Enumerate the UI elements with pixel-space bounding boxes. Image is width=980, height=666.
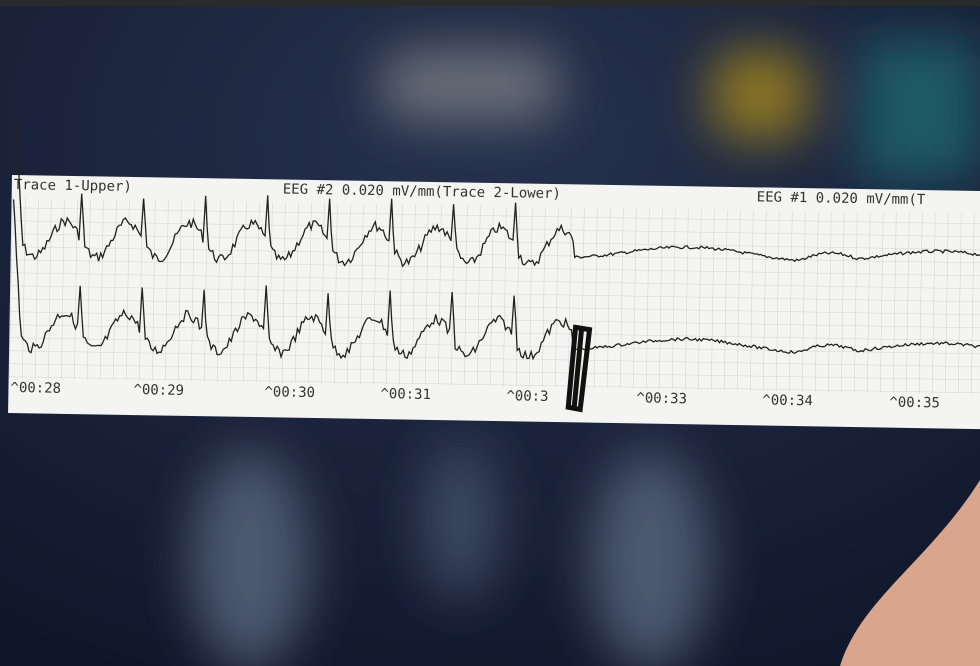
top-border bbox=[0, 0, 980, 6]
time-mark: ^00:34 bbox=[762, 392, 813, 409]
header-label: Trace 1-Upper) bbox=[14, 177, 132, 195]
header-label: EEG #1 0.020 mV/mm(T bbox=[757, 189, 926, 208]
hand bbox=[840, 480, 980, 666]
time-mark: ^00:31 bbox=[380, 386, 431, 403]
trace-upper bbox=[14, 110, 980, 268]
time-mark: ^00:33 bbox=[636, 390, 687, 407]
time-mark: ^00:35 bbox=[889, 395, 940, 412]
time-mark: ^00:28 bbox=[10, 380, 61, 397]
time-mark: ^00:29 bbox=[133, 382, 184, 399]
time-mark: ^00:30 bbox=[264, 384, 315, 401]
background-blur bbox=[190, 40, 980, 666]
header-label: EEG #2 0.020 mV/mm(Trace 2-Lower) bbox=[283, 181, 561, 202]
paper-strip: Trace 1-Upper) EEG #2 0.020 mV/mm(Trace … bbox=[8, 110, 980, 430]
grid bbox=[8, 197, 980, 395]
trace-lower bbox=[12, 199, 980, 361]
marker-stroke bbox=[565, 324, 593, 413]
time-mark: ^00:3 bbox=[506, 388, 548, 405]
